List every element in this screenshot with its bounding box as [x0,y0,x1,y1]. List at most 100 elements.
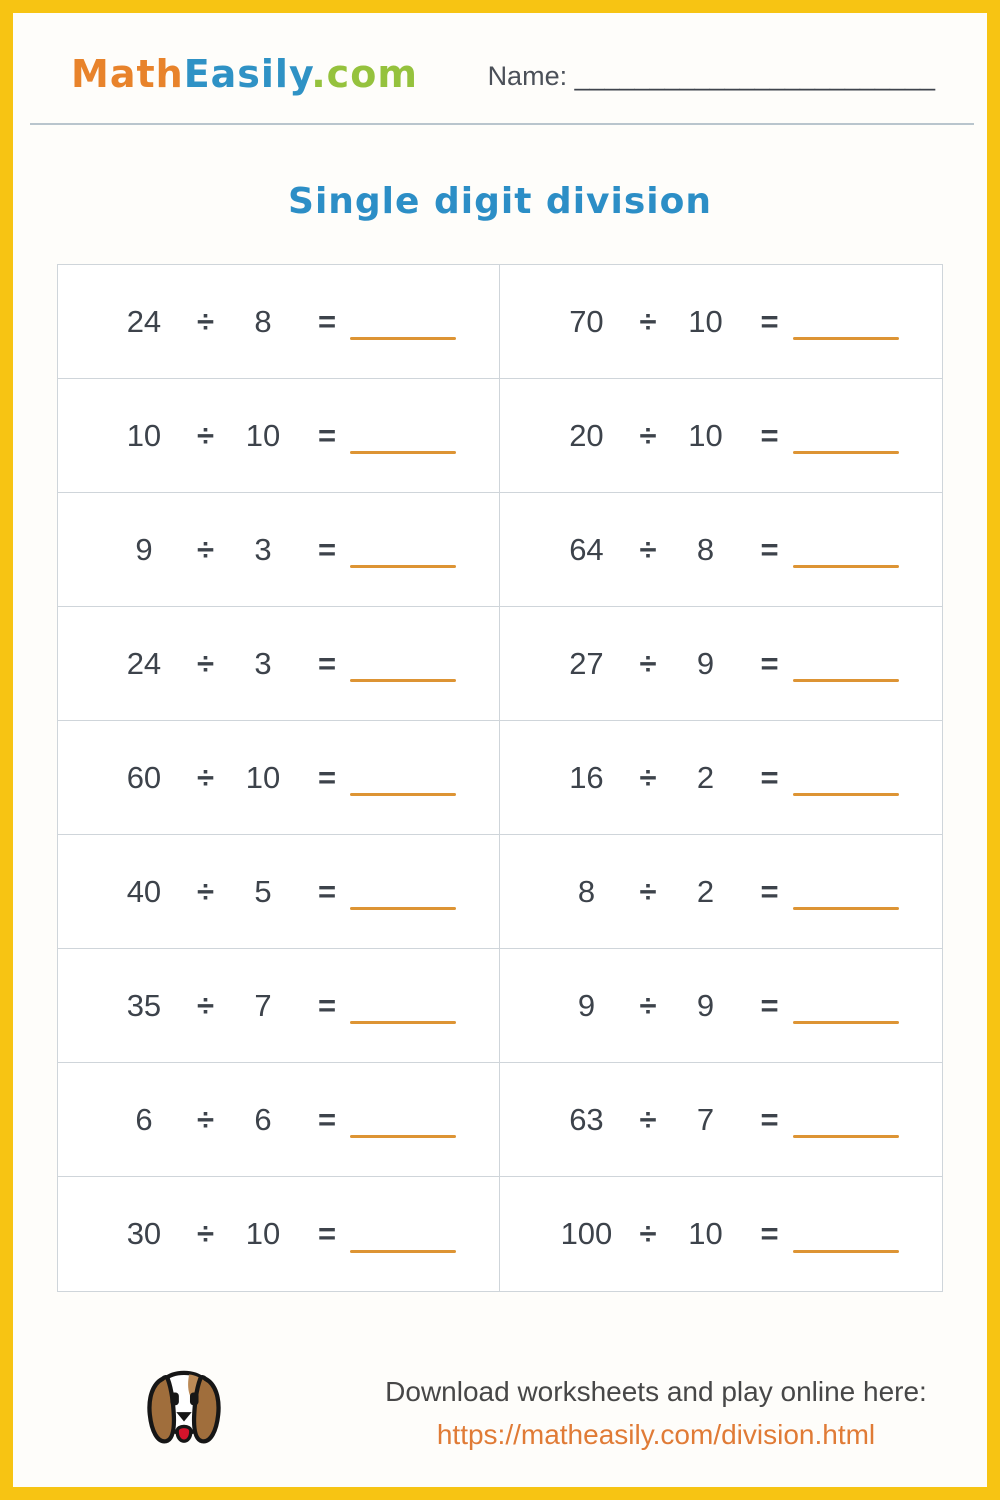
division-sign: ÷ [639,1101,657,1137]
equals-sign: = [760,303,779,339]
divisor: 10 [688,417,723,453]
dividend: 8 [577,873,596,909]
problem-cell: 9 ÷ 9 = [500,949,942,1063]
division-sign: ÷ [639,1216,657,1251]
answer-blank[interactable] [350,793,457,796]
problem-cell: 63 ÷ 7 = [500,1063,942,1177]
division-sign: ÷ [639,303,657,339]
divisor: 3 [254,645,272,681]
division-sign: ÷ [196,645,214,681]
divisor: 10 [688,303,723,339]
answer-blank[interactable] [350,565,457,568]
problem-cell: 64 ÷ 8 = [500,493,942,607]
logo-part-math: Math [71,52,184,96]
problem-cell: 8 ÷ 2 = [500,835,942,949]
divisor: 10 [245,759,281,795]
problem-cell: 35 ÷ 7 = [58,949,500,1063]
dividend: 24 [126,645,162,681]
answer-blank[interactable] [792,1021,899,1024]
equals-sign: = [760,873,779,909]
division-sign: ÷ [196,1101,214,1137]
problems-table: 24 ÷ 8 = 70 ÷ 10 = 10 ÷ 10 = 20 ÷ 10 = [57,264,943,1292]
equals-sign: = [760,645,779,681]
answer-blank[interactable] [792,1249,899,1253]
problem-cell: 9 ÷ 3 = [58,493,500,607]
division-sign: ÷ [196,417,214,453]
answer-blank[interactable] [792,907,899,910]
answer-blank[interactable] [792,451,899,454]
divisor: 8 [254,303,272,339]
dividend: 60 [126,759,162,795]
answer-blank[interactable] [350,1021,457,1024]
equals-sign: = [760,759,779,795]
problem-cell: 20 ÷ 10 = [500,379,942,493]
answer-blank[interactable] [350,679,457,682]
logo-part-easily: Easily [183,52,312,96]
equals-sign: = [760,531,779,567]
dividend: 10 [126,417,162,453]
equals-sign: = [317,873,337,909]
answer-blank[interactable] [350,907,457,910]
equals-sign: = [317,303,337,339]
dividend: 70 [569,303,604,339]
dividend: 20 [569,417,604,453]
divisor: 7 [696,1101,715,1137]
dividend: 6 [135,1101,153,1137]
matheasily-logo[interactable]: MathEasily.com [71,51,418,97]
answer-blank[interactable] [792,793,899,796]
problem-cell: 24 ÷ 8 = [58,265,500,379]
name-blank-line[interactable]: ________________________ [574,61,935,91]
logo-part-com: .com [311,52,418,96]
division-sign: ÷ [639,417,657,453]
answer-blank[interactable] [350,1249,457,1253]
division-sign: ÷ [196,987,214,1023]
divisor: 5 [254,873,272,909]
problem-cell: 100 ÷ 10 = [500,1177,942,1291]
equals-sign: = [317,645,337,681]
answer-blank[interactable] [792,679,899,682]
footer-text: Download worksheets and play online here… [373,1375,939,1452]
name-label: Name: [487,61,568,91]
problem-cell: 10 ÷ 10 = [58,379,500,493]
answer-blank[interactable] [350,451,457,454]
dividend: 30 [126,1216,162,1251]
problem-cell: 16 ÷ 2 = [500,721,942,835]
problem-cell: 27 ÷ 9 = [500,607,942,721]
equals-sign: = [317,759,337,795]
answer-blank[interactable] [350,337,457,340]
header-divider [30,123,974,125]
dividend: 16 [569,759,604,795]
division-sign: ÷ [639,987,657,1023]
dividend: 9 [135,531,153,567]
page-title: Single digit division [288,181,712,222]
answer-blank[interactable] [792,565,899,568]
answer-blank[interactable] [792,1135,899,1138]
division-sign: ÷ [196,873,214,909]
dividend: 64 [569,531,604,567]
division-sign: ÷ [639,873,657,909]
problem-cell: 60 ÷ 10 = [58,721,500,835]
name-field: Name: ________________________ [488,51,935,92]
dog-face-icon [147,1370,221,1444]
answer-blank[interactable] [792,337,899,340]
equals-sign: = [760,1216,779,1251]
divisor: 10 [245,417,281,453]
division-sign: ÷ [196,759,214,795]
division-sign: ÷ [196,1216,214,1251]
division-sign: ÷ [196,531,214,567]
answer-blank[interactable] [350,1135,457,1138]
equals-sign: = [317,1101,337,1137]
division-sign: ÷ [639,531,657,567]
divisor: 9 [696,987,715,1023]
footer-url-link[interactable]: https://matheasily.com/division.html [436,1418,876,1450]
equals-sign: = [317,987,337,1023]
division-sign: ÷ [639,759,657,795]
divisor: 2 [696,873,715,909]
footer: Download worksheets and play online here… [13,1366,987,1460]
equals-sign: = [760,417,779,453]
division-sign: ÷ [639,645,657,681]
divisor: 7 [254,987,272,1023]
problem-cell: 6 ÷ 6 = [58,1063,500,1177]
dividend: 24 [126,303,162,339]
dividend: 100 [560,1216,613,1251]
